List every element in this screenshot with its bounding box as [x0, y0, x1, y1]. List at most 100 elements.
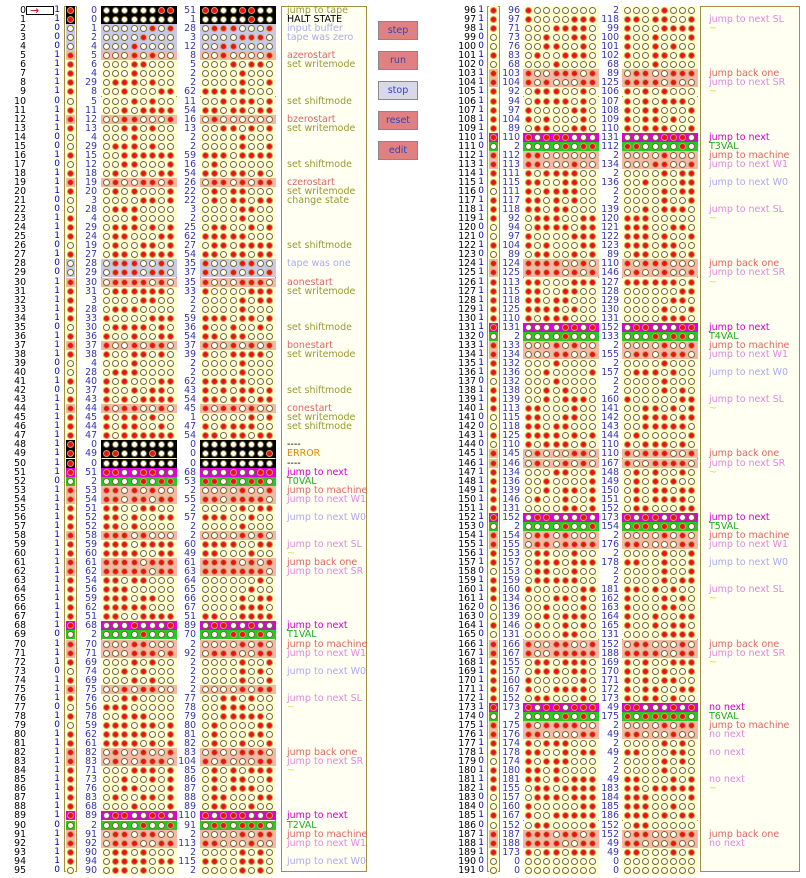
- bit-cell[interactable]: [66, 766, 75, 776]
- bits-b[interactable]: [622, 666, 698, 676]
- bits-a[interactable]: [523, 639, 599, 649]
- bit-value[interactable]: 1: [478, 95, 484, 106]
- bits-b[interactable]: [622, 757, 698, 767]
- bit-cell[interactable]: [66, 223, 75, 233]
- bits-b[interactable]: [622, 368, 698, 377]
- bits-a[interactable]: [101, 413, 177, 423]
- bits-a[interactable]: [101, 684, 177, 694]
- bits-a[interactable]: [101, 811, 177, 821]
- bits-b[interactable]: [200, 431, 276, 441]
- bit-cell[interactable]: [489, 784, 498, 794]
- bit-cell[interactable]: [66, 404, 75, 414]
- bits-a[interactable]: [523, 15, 599, 25]
- bit-value[interactable]: 1: [54, 683, 60, 694]
- bits-b[interactable]: [200, 349, 276, 359]
- bit-cell[interactable]: [489, 259, 498, 269]
- bit-cell[interactable]: [66, 440, 75, 450]
- bits-a[interactable]: [101, 530, 177, 540]
- bits-b[interactable]: [200, 295, 276, 305]
- bit-value[interactable]: 1: [54, 176, 60, 187]
- bit-cell[interactable]: [489, 413, 498, 423]
- bits-a[interactable]: [101, 748, 177, 758]
- bit-cell[interactable]: [489, 494, 498, 504]
- bit-value[interactable]: 0: [478, 412, 484, 423]
- bit-cell[interactable]: [489, 748, 498, 758]
- bits-b[interactable]: [200, 114, 276, 124]
- bit-value[interactable]: 1: [54, 647, 60, 658]
- bits-a[interactable]: [523, 549, 599, 558]
- bit-value[interactable]: 1: [54, 222, 60, 233]
- bit-value[interactable]: 1: [478, 339, 484, 350]
- bits-a[interactable]: [101, 829, 177, 839]
- bit-value[interactable]: 1: [54, 339, 60, 350]
- bits-b[interactable]: [622, 413, 698, 423]
- bit-value[interactable]: 0: [478, 629, 484, 640]
- bits-a[interactable]: [101, 268, 177, 278]
- bit-value[interactable]: 1: [54, 348, 60, 359]
- bits-a[interactable]: [523, 42, 599, 52]
- bits-b[interactable]: [622, 467, 698, 477]
- bit-cell[interactable]: [489, 105, 498, 115]
- bits-a[interactable]: [101, 159, 177, 169]
- bits-b[interactable]: [622, 404, 698, 414]
- bits-b[interactable]: [200, 340, 276, 350]
- bit-value[interactable]: 1: [54, 466, 60, 477]
- bit-value[interactable]: 0: [478, 231, 484, 242]
- bits-a[interactable]: [101, 802, 177, 812]
- bit-cell[interactable]: [489, 485, 498, 495]
- step-button[interactable]: step: [378, 21, 418, 40]
- bit-value[interactable]: 1: [478, 828, 484, 839]
- bits-a[interactable]: [523, 105, 599, 115]
- bit-value[interactable]: 1: [54, 529, 60, 540]
- bit-cell[interactable]: [489, 702, 498, 712]
- bits-a[interactable]: [523, 847, 599, 857]
- bit-value[interactable]: 0: [54, 32, 60, 43]
- bit-cell[interactable]: [489, 205, 498, 215]
- bits-a[interactable]: [101, 141, 177, 151]
- bit-cell[interactable]: [489, 295, 498, 305]
- bits-b[interactable]: [200, 277, 276, 287]
- bit-cell[interactable]: [489, 476, 498, 486]
- bits-a[interactable]: [523, 603, 599, 613]
- bit-value[interactable]: 1: [478, 457, 484, 468]
- bit-cell[interactable]: [489, 558, 498, 568]
- bit-cell[interactable]: [66, 485, 75, 495]
- bits-b[interactable]: [622, 87, 698, 97]
- bits-a[interactable]: [101, 78, 177, 88]
- bit-cell[interactable]: [489, 820, 498, 830]
- bits-a[interactable]: [523, 78, 599, 88]
- bits-a[interactable]: [101, 793, 177, 803]
- bit-cell[interactable]: [489, 42, 498, 52]
- bit-cell[interactable]: [489, 458, 498, 468]
- bit-cell[interactable]: [66, 214, 75, 224]
- bits-a[interactable]: [523, 223, 599, 233]
- bits-b[interactable]: [200, 494, 276, 504]
- bits-a[interactable]: [101, 775, 177, 785]
- bit-value[interactable]: 1: [478, 719, 484, 730]
- bit-cell[interactable]: [66, 24, 75, 34]
- bit-value[interactable]: 1: [54, 511, 60, 522]
- bits-b[interactable]: [622, 6, 698, 15]
- bit-cell[interactable]: [489, 521, 498, 531]
- bit-value[interactable]: 1: [54, 457, 60, 468]
- bit-value[interactable]: 1: [54, 77, 60, 88]
- bits-a[interactable]: [523, 132, 599, 142]
- bit-value[interactable]: 0: [478, 520, 484, 531]
- bit-cell[interactable]: [66, 639, 75, 649]
- bits-b[interactable]: [622, 558, 698, 568]
- bits-a[interactable]: [523, 404, 599, 414]
- bits-a[interactable]: [523, 60, 599, 70]
- bit-value[interactable]: 0: [478, 801, 484, 812]
- bits-a[interactable]: [101, 377, 177, 387]
- bits-b[interactable]: [200, 60, 276, 70]
- bit-value[interactable]: 1: [54, 566, 60, 577]
- bit-value[interactable]: 1: [54, 602, 60, 613]
- bit-value[interactable]: 1: [478, 747, 484, 758]
- bit-value[interactable]: 1: [478, 267, 484, 278]
- bits-b[interactable]: [622, 458, 698, 468]
- bit-cell[interactable]: [489, 467, 498, 477]
- bit-value[interactable]: 0: [478, 376, 484, 387]
- bit-cell[interactable]: [66, 69, 75, 79]
- bit-cell[interactable]: [66, 123, 75, 133]
- bit-cell[interactable]: [66, 811, 75, 821]
